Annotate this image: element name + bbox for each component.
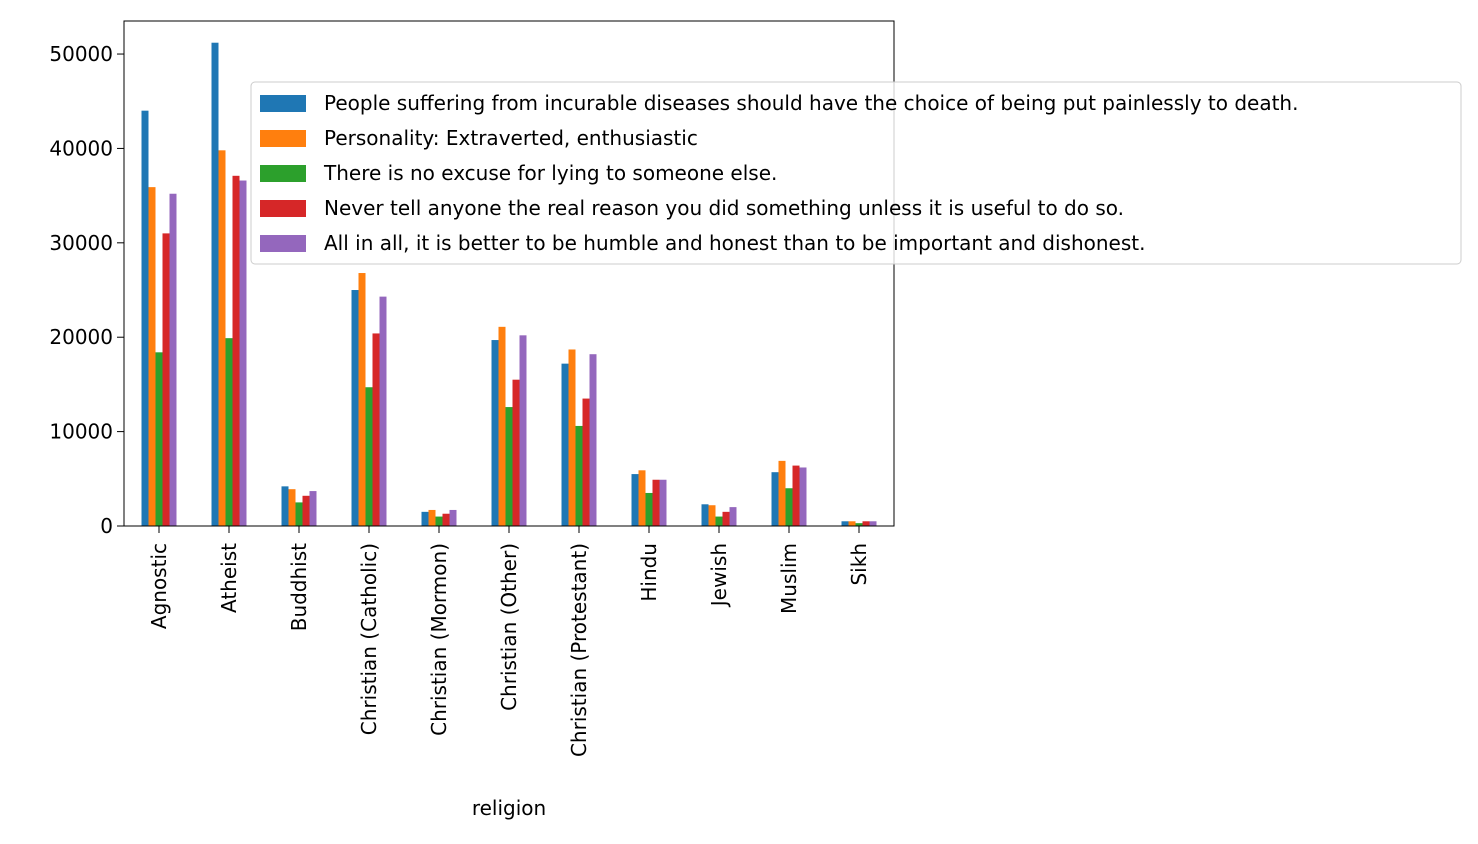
- bar-buddhist-series-5: [309, 491, 317, 526]
- bar-agnostic-series-4: [162, 233, 170, 526]
- bar-christian-catholic--series-5: [379, 296, 387, 526]
- legend-box: [250, 81, 1462, 265]
- legend-swatch-2: [260, 130, 306, 147]
- bar-christian-catholic--series-2: [358, 273, 366, 526]
- legend-label-3: There is no excuse for lying to someone …: [323, 161, 777, 185]
- legend-label-1: People suffering from incurable diseases…: [324, 91, 1298, 115]
- y-tick-label: 0: [100, 514, 113, 538]
- bar-muslim-series-4: [792, 465, 800, 526]
- bar-christian-other--series-1: [491, 340, 499, 526]
- x-tick-label: Buddhist: [287, 543, 311, 631]
- bar-muslim-series-3: [785, 488, 793, 526]
- y-tick-label: 50000: [49, 42, 113, 66]
- x-axis-label: religion: [472, 796, 546, 820]
- bar-hindu-series-4: [652, 479, 660, 526]
- bar-buddhist-series-4: [302, 495, 310, 526]
- bar-jewish-series-3: [715, 516, 723, 526]
- legend-swatch-3: [260, 165, 306, 182]
- bar-muslim-series-1: [771, 472, 779, 526]
- legend-label-2: Personality: Extraverted, enthusiastic: [324, 126, 698, 150]
- x-tick-label: Christian (Mormon): [427, 543, 451, 736]
- bar-agnostic-series-3: [155, 352, 163, 526]
- x-axis: Agnostic Atheist Buddhist Christian (Cathol…: [147, 526, 871, 757]
- x-tick-label: Hindu: [637, 543, 661, 602]
- x-tick-label: Jewish: [707, 543, 731, 608]
- y-axis: 0 10000 20000 30000 40000 50000: [49, 42, 124, 538]
- bar-christian-mormon--series-1: [421, 511, 429, 526]
- legend-swatch-4: [260, 200, 306, 217]
- legend-label-4: Never tell anyone the real reason you di…: [324, 196, 1124, 220]
- bar-christian-mormon--series-5: [449, 509, 457, 526]
- bar-christian-protestant--series-1: [561, 363, 569, 526]
- bar-buddhist-series-3: [295, 502, 303, 526]
- bar-atheist-series-2: [218, 150, 226, 527]
- x-tick-label: Muslim: [777, 543, 801, 614]
- bar-sikh-series-2: [848, 521, 856, 526]
- bar-jewish-series-1: [701, 504, 709, 526]
- bar-hindu-series-2: [638, 470, 646, 526]
- bar-christian-catholic--series-3: [365, 387, 373, 526]
- x-tick-label: Atheist: [217, 543, 241, 613]
- bar-christian-catholic--series-1: [351, 290, 359, 526]
- x-tick-label: Christian (Protestant): [567, 543, 591, 757]
- bar-christian-catholic--series-4: [372, 333, 380, 526]
- bar-hindu-series-3: [645, 492, 653, 526]
- y-tick-label: 30000: [49, 231, 113, 255]
- bar-agnostic-series-2: [148, 187, 156, 526]
- bar-jewish-series-2: [708, 505, 716, 526]
- bar-sikh-series-5: [869, 521, 877, 526]
- bar-muslim-series-2: [778, 460, 786, 526]
- legend-swatch-5: [260, 235, 306, 252]
- y-tick-label: 40000: [49, 136, 113, 160]
- bar-atheist-series-4: [232, 175, 240, 526]
- bar-christian-protestant--series-2: [568, 349, 576, 526]
- bar-atheist-series-5: [239, 180, 247, 526]
- bar-christian-other--series-5: [519, 335, 527, 526]
- bar-christian-other--series-3: [505, 407, 513, 526]
- bar-agnostic-series-1: [141, 110, 149, 526]
- bar-hindu-series-1: [631, 474, 639, 526]
- bar-agnostic-series-5: [169, 193, 177, 526]
- x-tick-label: Sikh: [847, 543, 871, 586]
- bar-christian-other--series-4: [512, 379, 520, 526]
- bar-jewish-series-5: [729, 507, 737, 526]
- bar-christian-mormon--series-2: [428, 509, 436, 526]
- bar-atheist-series-3: [225, 338, 233, 526]
- bar-sikh-series-1: [841, 521, 849, 526]
- bar-buddhist-series-1: [281, 486, 289, 526]
- bar-buddhist-series-2: [288, 489, 296, 526]
- bar-sikh-series-3: [855, 523, 863, 526]
- y-tick-label: 20000: [49, 325, 113, 349]
- bar-christian-mormon--series-3: [435, 516, 443, 526]
- bars-layer: [141, 42, 877, 527]
- x-tick-label: Christian (Catholic): [357, 543, 381, 735]
- bar-atheist-series-1: [211, 42, 219, 527]
- bar-christian-other--series-2: [498, 326, 506, 526]
- bar-christian-protestant--series-4: [582, 398, 590, 526]
- bar-muslim-series-5: [799, 467, 807, 526]
- x-tick-label: Christian (Other): [497, 543, 521, 711]
- bar-sikh-series-4: [862, 521, 870, 526]
- bar-christian-mormon--series-4: [442, 513, 450, 526]
- bar-christian-protestant--series-5: [589, 354, 597, 526]
- bar-hindu-series-5: [659, 479, 667, 526]
- bar-christian-protestant--series-3: [575, 425, 583, 526]
- legend: People suffering from incurable diseases…: [250, 81, 1462, 265]
- legend-swatch-1: [260, 95, 306, 112]
- bar-jewish-series-4: [722, 511, 730, 526]
- x-tick-label: Agnostic: [147, 543, 171, 629]
- y-tick-label: 10000: [49, 420, 113, 444]
- legend-label-5: All in all, it is better to be humble an…: [324, 231, 1145, 255]
